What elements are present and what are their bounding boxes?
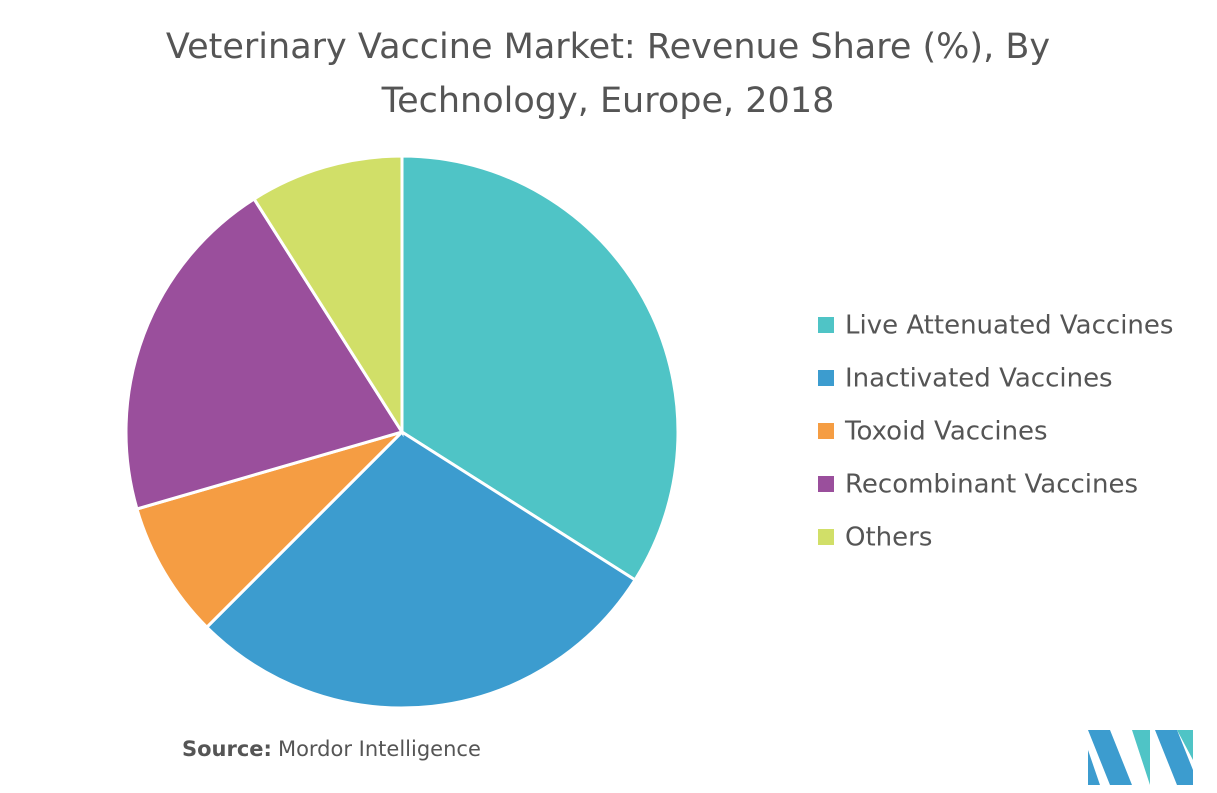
chart-title: Veterinary Vaccine Market: Revenue Share… xyxy=(166,27,1050,121)
legend-label: Toxoid Vaccines xyxy=(844,417,1048,447)
legend-swatch xyxy=(818,529,834,545)
legend-label: Live Attenuated Vaccines xyxy=(845,311,1173,341)
legend-swatch xyxy=(818,317,834,333)
pie-slice xyxy=(135,430,404,630)
legend-swatch xyxy=(818,476,834,492)
legend-swatch xyxy=(818,370,834,386)
pie-slice xyxy=(252,154,404,438)
legend-swatch xyxy=(818,423,834,439)
source: Source: Mordor Intelligence xyxy=(182,737,481,761)
pie-slice xyxy=(124,196,405,511)
legend-label: Recombinant Vaccines xyxy=(845,470,1138,500)
source-label: Source: xyxy=(182,737,272,761)
legend-label: Others xyxy=(845,523,932,553)
pie-slice xyxy=(204,430,638,710)
legend-label: Inactivated Vaccines xyxy=(845,364,1113,394)
title-line: Technology, Europe, 2018 xyxy=(381,81,835,121)
title-line: Veterinary Vaccine Market: Revenue Share… xyxy=(166,27,1050,67)
pie-slice xyxy=(400,154,680,582)
logo xyxy=(1088,730,1193,785)
source-name: Mordor Intelligence xyxy=(278,737,481,761)
